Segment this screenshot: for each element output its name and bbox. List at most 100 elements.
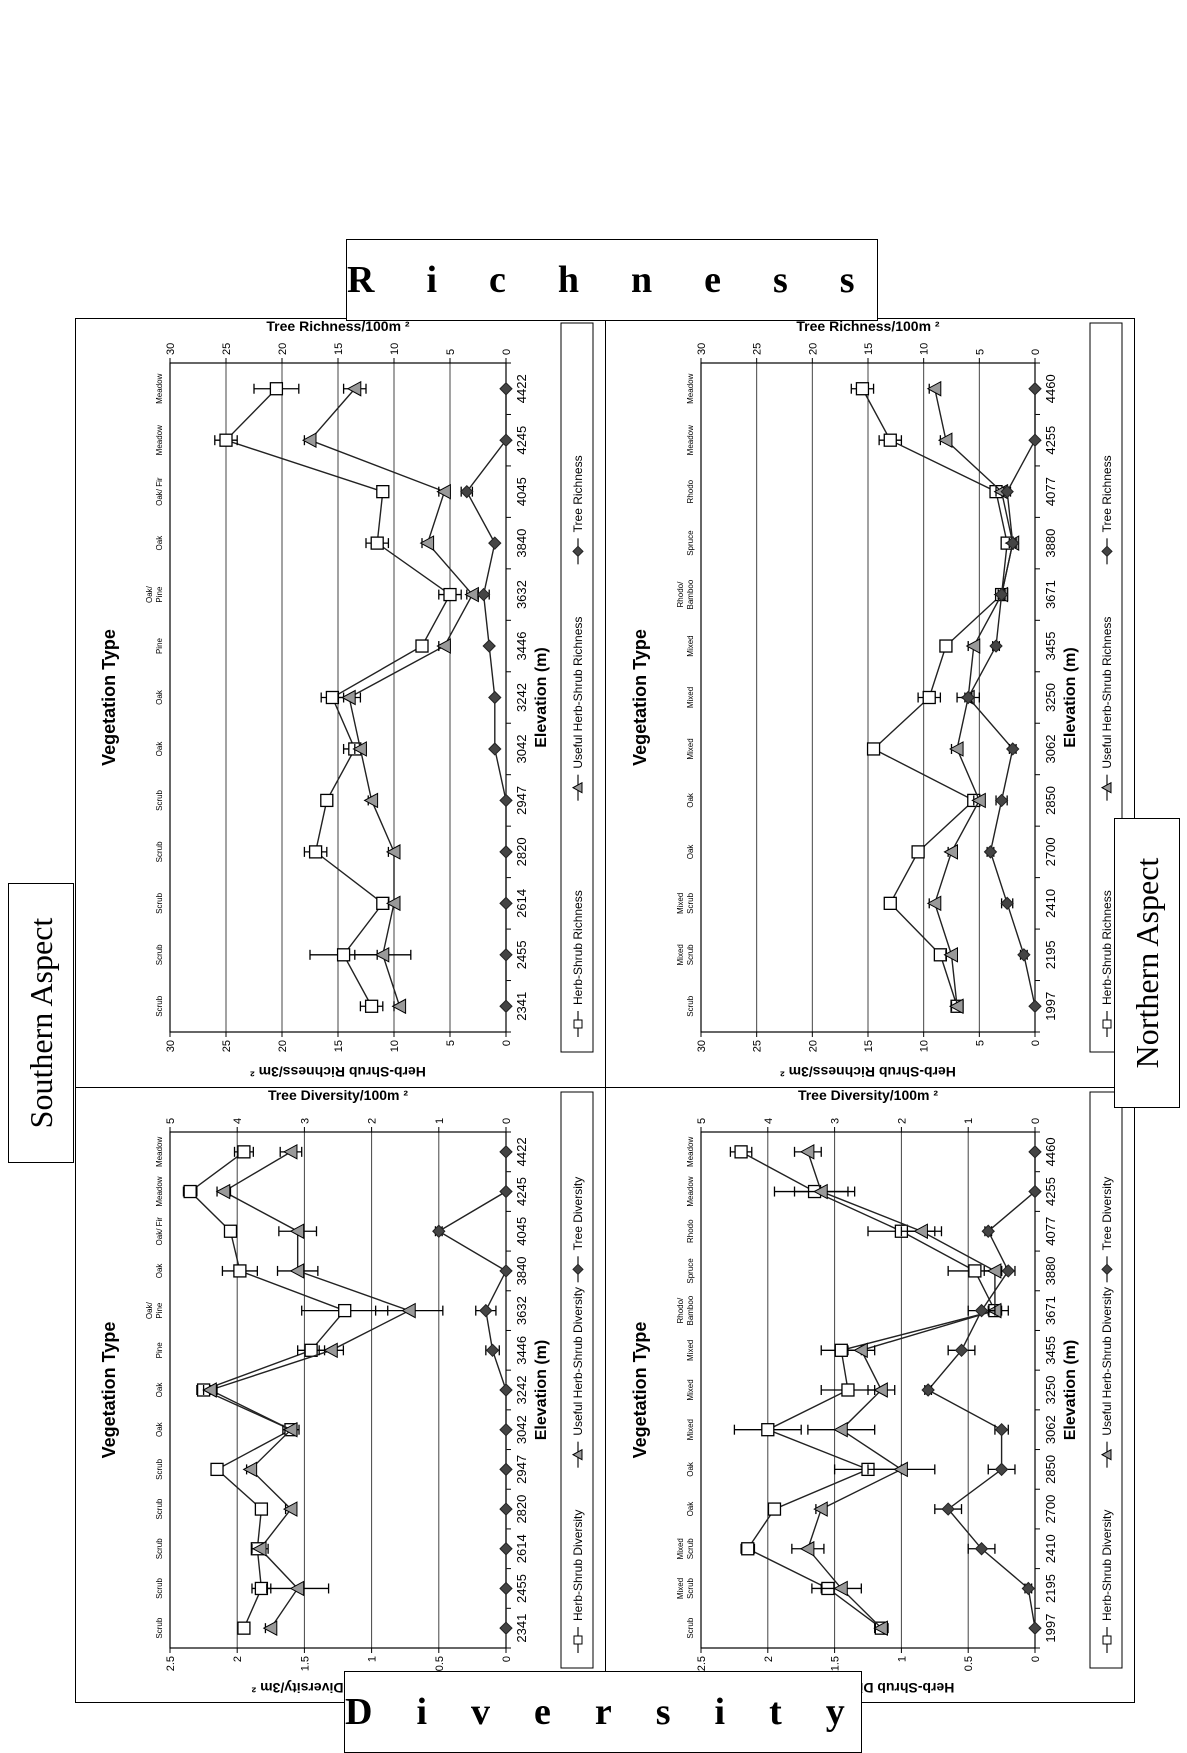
chart-title: Vegetation Type	[99, 1322, 119, 1459]
y-tick-label-right: 5	[974, 349, 986, 355]
legend-marker-square	[1102, 1635, 1112, 1645]
point-triangle	[971, 792, 986, 809]
y-tick-label-right: 5	[445, 349, 457, 355]
point-triangle	[352, 741, 367, 757]
x-tick-label: 4077	[1043, 477, 1058, 506]
y-tick-label-right: 0	[1030, 1118, 1042, 1124]
legend-box	[1089, 1091, 1123, 1669]
point-diamond	[499, 1542, 513, 1556]
y-tick-label-left: 15	[333, 1040, 345, 1052]
point-diamond	[994, 1422, 1009, 1437]
vegetation-label: Scrub	[686, 944, 695, 965]
point-diamond	[983, 845, 998, 859]
diversity-label: Diversity	[344, 1671, 889, 1753]
point-diamond	[1017, 948, 1031, 962]
point-triangle	[289, 1580, 305, 1597]
legend-marker-triangle	[571, 781, 583, 794]
point-triangle	[965, 638, 981, 654]
point-diamond	[921, 1383, 935, 1397]
point-diamond	[1028, 1621, 1042, 1635]
series-line-2	[927, 1151, 1036, 1629]
vegetation-label: Mixed	[676, 944, 685, 965]
x-tick-label: 2947	[514, 786, 529, 815]
point-diamond	[460, 484, 474, 499]
vegetation-label: Scrub	[155, 1617, 164, 1638]
point-diamond	[1001, 1264, 1015, 1278]
point-triangle	[813, 1501, 828, 1517]
point-diamond	[499, 896, 513, 911]
point-square	[336, 948, 351, 962]
point-square	[320, 793, 334, 808]
point-triangle	[301, 432, 317, 449]
point-diamond	[961, 690, 975, 705]
y-axis-label-left: Herb-Shrub Richness/3m ²	[780, 1064, 956, 1080]
legend-marker-diamond	[572, 545, 584, 558]
legend-label: Herb-Shrub Richness	[1100, 890, 1114, 1005]
point-square	[223, 1224, 238, 1238]
vegetation-label: Mixed	[686, 635, 695, 656]
x-tick-label: 4045	[514, 477, 529, 506]
point-diamond	[485, 1343, 500, 1358]
y-tick-label-left: 0	[1030, 1656, 1042, 1662]
vegetation-label: Spruce	[686, 1258, 695, 1284]
legend-label: Tree Diversity	[571, 1177, 585, 1251]
vegetation-label: Mixed	[686, 738, 695, 759]
y-tick-label-left: 5	[974, 1040, 986, 1046]
point-square	[883, 896, 897, 910]
vegetation-label: Bamboo	[686, 1295, 695, 1325]
point-diamond	[479, 1303, 493, 1318]
x-tick-label: 2341	[514, 1614, 529, 1643]
x-tick-label: 4255	[1043, 1177, 1058, 1206]
y-tick-label-left: 20	[807, 1040, 819, 1052]
point-triangle	[853, 1342, 868, 1359]
y-tick-label-right: 1	[434, 1118, 446, 1124]
y-tick-label-right: 20	[277, 343, 289, 355]
vegetation-label: Oak/ Fir	[155, 1217, 164, 1246]
vegetation-label: Oak	[155, 1263, 164, 1279]
point-diamond	[981, 1224, 995, 1238]
y-tick-label-left: 2	[232, 1656, 244, 1662]
point-square	[325, 690, 340, 705]
series-line-1	[208, 1151, 411, 1629]
point-triangle	[401, 1302, 416, 1319]
chart-south-richness: 0 5 10 15 20 25 30 0 5 10 15 20 25 30 Herb-Shrub Richn…	[99, 318, 594, 1080]
vegetation-label: Rhodo	[686, 479, 695, 503]
vegetation-label: Scrub	[155, 995, 164, 1016]
y-tick-label-right: 25	[752, 343, 764, 355]
vegetation-label: Scrub	[155, 1538, 164, 1559]
point-triangle	[282, 1501, 298, 1517]
x-tick-label: 3455	[1043, 632, 1058, 661]
vegetation-label: Scrub	[155, 892, 164, 913]
point-square	[370, 536, 384, 550]
vegetation-label: Scrub	[155, 1577, 164, 1598]
point-square	[233, 1264, 247, 1278]
x-tick-label: 2700	[1043, 837, 1058, 866]
x-tick-label: 2947	[514, 1455, 529, 1484]
x-tick-label: 2410	[1043, 1534, 1058, 1563]
x-tick-label: 4422	[514, 1137, 529, 1166]
point-square	[834, 1343, 848, 1357]
point-square	[855, 382, 870, 396]
vegetation-label: Spruce	[686, 530, 695, 556]
point-diamond	[1006, 536, 1020, 550]
point-triangle	[282, 1144, 298, 1160]
vegetation-label: Mixed	[686, 687, 695, 708]
vegetation-label: Meadow	[686, 425, 695, 455]
point-diamond	[994, 793, 1009, 808]
vegetation-label: Mixed	[676, 893, 685, 914]
y-tick-label-left: 2.5	[696, 1656, 708, 1671]
x-tick-label: 3250	[1043, 683, 1058, 712]
x-tick-label: 3632	[514, 1296, 529, 1325]
point-triangle	[215, 1183, 231, 1200]
point-diamond	[974, 1303, 989, 1318]
point-triangle	[436, 638, 451, 654]
point-diamond	[482, 639, 496, 653]
x-tick-label: 2820	[514, 1495, 529, 1524]
point-diamond	[1000, 896, 1014, 911]
vegetation-label: Oak	[155, 741, 164, 757]
vegetation-label: Bamboo	[686, 579, 695, 609]
point-triangle	[873, 1382, 888, 1398]
legend-marker-triangle	[1100, 1448, 1112, 1461]
panel-north-richness: 0 5 10 15 20 25 30 0 5 10 15 20 25 30 Herb-Shrub Richn…	[606, 318, 1135, 1087]
